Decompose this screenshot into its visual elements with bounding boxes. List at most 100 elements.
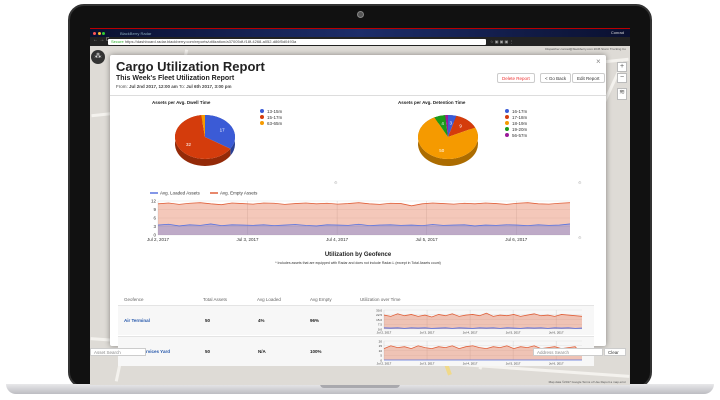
pie2-menu-icon[interactable]: ⚙: [578, 180, 582, 185]
legend-item[interactable]: 15-17m: [260, 114, 282, 120]
nav-arrows-icon[interactable]: ← → C: [93, 37, 110, 43]
legend-item[interactable]: 63-65m: [260, 120, 282, 126]
series-line[interactable]: [383, 327, 583, 329]
secure-label: Secure: [111, 38, 124, 44]
series-line[interactable]: [157, 202, 571, 207]
map-attribution: Map data ©2017 Google Terms of Use Repor…: [548, 380, 626, 384]
clear-button[interactable]: Clear: [604, 348, 626, 356]
address-search-input[interactable]: Address Search: [533, 348, 603, 356]
close-icon[interactable]: ×: [596, 57, 601, 66]
area-fill: [384, 345, 582, 360]
legend-label[interactable]: Avg. Loaded Assets: [160, 191, 200, 196]
geofence-link[interactable]: Air Terminal: [124, 318, 150, 323]
legend-label: 15-17m: [267, 114, 283, 120]
col-total-assets[interactable]: Total Assets: [203, 297, 228, 302]
legend-swatch: [260, 121, 264, 125]
avg-empty: 96%: [310, 318, 320, 323]
utilization-sparkline: 0.07.515.022.530.0 Jul 2, 2017 Jul 3, 2017…: [376, 308, 583, 335]
legend-label: 18-19m: [512, 120, 528, 126]
page-title: Cargo Utilization Report: [116, 59, 265, 74]
pie-data-label: 3: [449, 120, 452, 125]
y-tick-label: 7.5: [378, 323, 383, 327]
chart-menu-icon[interactable]: ⚙: [578, 235, 582, 240]
x-tick-label: Jul 5, 2017: [506, 331, 521, 335]
col-utilization[interactable]: Utilization over Time: [360, 297, 401, 302]
extension-icons[interactable]: ☆ ▣ ▣ ▣ ⋮: [490, 39, 514, 44]
pie-slice-15-17m[interactable]: [175, 115, 231, 159]
laptop-notch: [320, 384, 400, 388]
area-fill: [158, 202, 570, 235]
series-line[interactable]: [383, 312, 583, 318]
col-avg-empty[interactable]: Avg Empty: [310, 297, 332, 302]
geofence-link[interactable]: Freight Services Yard: [124, 349, 170, 354]
legend-item[interactable]: 18-19m: [505, 120, 527, 126]
y-tick-label: 9: [153, 207, 156, 212]
series-line[interactable]: [157, 223, 571, 227]
minimize-window-icon[interactable]: [97, 32, 101, 35]
legend-label: 56-57m: [512, 132, 528, 138]
pie-slice-13-15m[interactable]: [205, 115, 235, 149]
report-modal: Cargo Utilization Report This Week's Fle…: [110, 55, 606, 366]
legend-swatch: [505, 109, 509, 113]
delete-report-button[interactable]: Delete Report: [497, 73, 535, 83]
legend-item[interactable]: 13-15m: [260, 108, 282, 114]
browser-tab-bar: BlackBerry Radar Conrad: [90, 28, 630, 37]
pie-slice-16-17m[interactable]: [448, 115, 457, 137]
y-tick-label: 5: [380, 354, 382, 358]
maximize-window-icon[interactable]: [102, 32, 105, 35]
laptop-base: [6, 384, 714, 394]
col-geofence[interactable]: Geofence: [124, 297, 144, 302]
close-window-icon[interactable]: [93, 32, 96, 35]
series-line[interactable]: [383, 345, 583, 355]
browser-tab[interactable]: BlackBerry Radar: [120, 31, 152, 36]
legend-label[interactable]: Avg. Empty Assets: [220, 191, 258, 196]
avg-loaded: N/A: [258, 349, 266, 354]
go-back-button[interactable]: < Go Back: [540, 73, 572, 83]
y-tick-label: 0.0: [378, 327, 383, 331]
total-assets: 50: [205, 349, 211, 354]
y-tick-label: 10: [379, 349, 383, 353]
legend-swatch: [505, 133, 509, 137]
x-tick-label: Jul 2, 2017: [377, 362, 392, 366]
pie-data-label: 32: [186, 142, 192, 147]
zoom-in-button[interactable]: +: [617, 62, 627, 72]
legend-item[interactable]: 16-17m: [505, 108, 527, 114]
pie-slice-56-57m[interactable]: [445, 115, 448, 137]
asset-search-input[interactable]: Asset Search: [90, 348, 146, 356]
col-avg-loaded[interactable]: Avg Loaded: [257, 297, 281, 302]
legend-item[interactable]: 19-20m: [505, 126, 527, 132]
from-value: Jul 2nd 2017, 12:00 am: [129, 84, 178, 89]
y-tick-label: 3: [153, 224, 156, 229]
x-tick-label: Jul 6, 2017: [549, 362, 564, 366]
date-range: From: Jul 2nd 2017, 12:00 am To: Jul 6th…: [116, 84, 232, 89]
legend-swatch: [505, 121, 509, 125]
pie-slice-19-20m[interactable]: [434, 115, 448, 137]
pie-data-label: 9: [459, 124, 462, 129]
y-tick-label: 15.0: [376, 318, 382, 322]
pie-slice-18-19m[interactable]: [418, 117, 478, 159]
x-tick-label: Jul 5, 2017: [506, 362, 521, 366]
pie-data-label: 17: [220, 128, 226, 133]
legend-item[interactable]: 56-57m: [505, 132, 527, 138]
y-tick-label: 0: [153, 232, 156, 237]
pie-slice-63-65m[interactable]: [201, 115, 205, 137]
from-label: From:: [116, 84, 128, 89]
map-top-links[interactable]: Dispatcher conrad@blackberry.com 2045 St…: [545, 47, 626, 51]
layers-icon[interactable]: ≋: [617, 88, 627, 100]
blackberry-logo[interactable]: ⁂: [91, 50, 105, 64]
browser-user[interactable]: Conrad: [610, 30, 624, 35]
url-field[interactable]: Secure https://dashboard.radar.blackberr…: [108, 38, 486, 45]
pie1-menu-icon[interactable]: ⚙: [334, 180, 338, 185]
window-controls: [93, 32, 105, 35]
legend-label: 13-15m: [267, 108, 283, 114]
legend-item[interactable]: 17-18m: [505, 114, 527, 120]
pie-slice-17-18m[interactable]: [448, 115, 476, 137]
x-tick-label: Jul 5, 2017: [416, 237, 439, 242]
y-tick-label: 20: [379, 339, 383, 343]
edit-report-button[interactable]: Edit Report: [572, 73, 605, 83]
y-tick-label: 15: [379, 344, 383, 348]
x-tick-label: Jul 4, 2017: [463, 362, 478, 366]
zoom-out-button[interactable]: −: [617, 73, 627, 83]
legend-label: 17-18m: [512, 114, 528, 120]
legend-swatch: [505, 115, 509, 119]
